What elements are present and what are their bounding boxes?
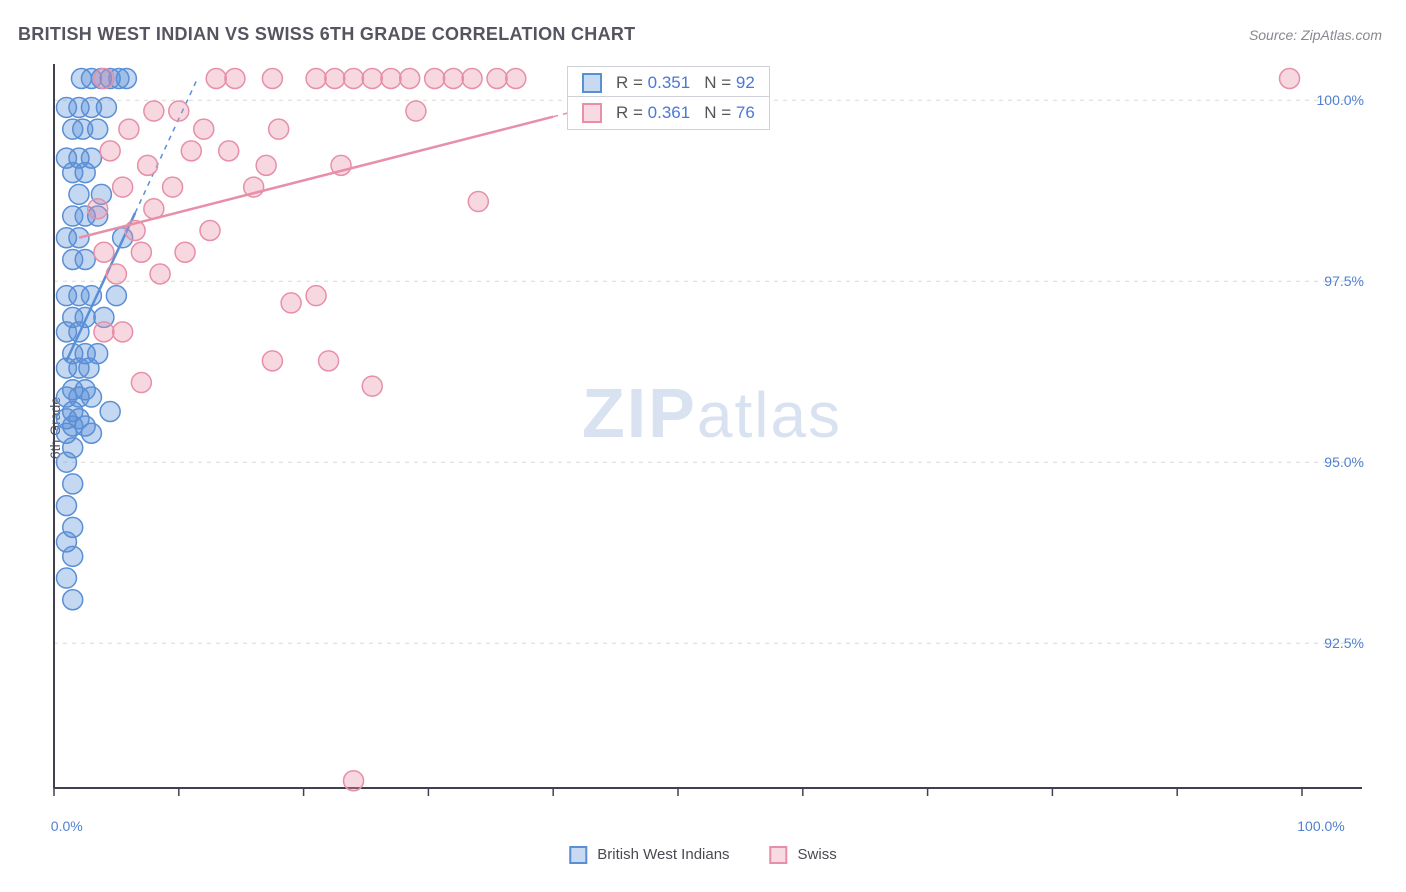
legend-label: Swiss (798, 846, 837, 863)
data-point (131, 373, 151, 393)
data-point (219, 141, 239, 161)
data-point (100, 402, 120, 422)
data-point (262, 351, 282, 371)
data-point (181, 141, 201, 161)
data-point (150, 264, 170, 284)
data-point (94, 322, 114, 342)
data-point (116, 68, 136, 88)
data-point (79, 358, 99, 378)
data-point (88, 119, 108, 139)
data-point (400, 68, 420, 88)
stat-r-label: R = 0.351 (616, 73, 690, 93)
data-point (225, 68, 245, 88)
data-point (163, 177, 183, 197)
data-point (362, 68, 382, 88)
data-point (200, 221, 220, 241)
data-point (443, 68, 463, 88)
data-point (169, 101, 189, 121)
data-point (56, 452, 76, 472)
data-point (487, 68, 507, 88)
stat-n-label: N = 76 (704, 103, 755, 123)
chart-area: 6th Grade ZIPatlas 92.5%95.0%97.5%100.0% (42, 58, 1382, 798)
data-point (94, 68, 114, 88)
stat-swatch (582, 73, 602, 93)
data-point (381, 68, 401, 88)
legend-item: Swiss (770, 846, 837, 864)
chart-title: BRITISH WEST INDIAN VS SWISS 6TH GRADE C… (18, 24, 635, 45)
data-point (362, 376, 382, 396)
data-point (306, 68, 326, 88)
data-point (306, 286, 326, 306)
data-point (325, 68, 345, 88)
data-point (406, 101, 426, 121)
data-point (81, 387, 101, 407)
stat-n-value: 92 (736, 73, 755, 92)
data-point (425, 68, 445, 88)
x-tick-label: 100.0% (1297, 818, 1344, 834)
stat-swatch (582, 103, 602, 123)
stat-n-value: 76 (736, 103, 755, 122)
y-tick-label: 97.5% (1324, 273, 1364, 289)
data-point (175, 242, 195, 262)
data-point (88, 199, 108, 219)
data-point (113, 322, 133, 342)
data-point (1280, 68, 1300, 88)
data-point (206, 68, 226, 88)
y-tick-label: 95.0% (1324, 454, 1364, 470)
data-point (344, 68, 364, 88)
data-point (69, 184, 89, 204)
x-tick-label: 0.0% (51, 818, 83, 834)
data-point (194, 119, 214, 139)
data-point (63, 474, 83, 494)
correlation-stat-box: R = 0.351 N = 92 (567, 66, 770, 100)
data-point (94, 242, 114, 262)
chart-header: BRITISH WEST INDIAN VS SWISS 6TH GRADE C… (0, 0, 1406, 53)
data-point (468, 192, 488, 212)
data-point (81, 286, 101, 306)
source-attribution: Source: ZipAtlas.com (1249, 27, 1382, 43)
data-point (131, 242, 151, 262)
data-point (138, 155, 158, 175)
data-point (113, 177, 133, 197)
data-point (256, 155, 276, 175)
data-point (75, 163, 95, 183)
data-point (75, 249, 95, 269)
stat-r-label: R = 0.361 (616, 103, 690, 123)
data-point (56, 568, 76, 588)
data-point (144, 101, 164, 121)
correlation-stat-box: R = 0.361 N = 76 (567, 96, 770, 130)
data-point (63, 546, 83, 566)
data-point (56, 496, 76, 516)
data-point (63, 590, 83, 610)
y-tick-label: 92.5% (1324, 635, 1364, 651)
data-point (281, 293, 301, 313)
data-point (506, 68, 526, 88)
data-point (81, 423, 101, 443)
legend-label: British West Indians (597, 846, 729, 863)
data-point (269, 119, 289, 139)
data-point (96, 97, 116, 117)
stat-n-label: N = 92 (704, 73, 755, 93)
data-point (344, 771, 364, 791)
y-tick-label: 100.0% (1317, 92, 1364, 108)
data-point (100, 141, 120, 161)
data-point (106, 286, 126, 306)
data-point (262, 68, 282, 88)
data-point (462, 68, 482, 88)
data-point (106, 264, 126, 284)
stat-r-value: 0.351 (648, 73, 691, 92)
stat-r-value: 0.361 (648, 103, 691, 122)
data-point (319, 351, 339, 371)
legend-bottom: British West Indians Swiss (569, 846, 836, 864)
scatter-plot: 92.5% 95.0% 97.5% 100.0% (42, 58, 1382, 798)
legend-item: British West Indians (569, 846, 729, 864)
trend-line (79, 117, 553, 238)
data-point (119, 119, 139, 139)
